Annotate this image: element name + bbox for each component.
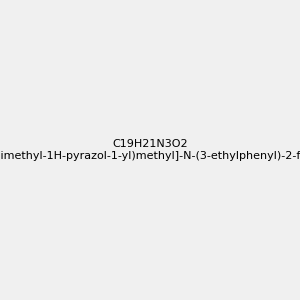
Text: C19H21N3O2
5-[(3,5-dimethyl-1H-pyrazol-1-yl)methyl]-N-(3-ethylphenyl)-2-furamide: C19H21N3O2 5-[(3,5-dimethyl-1H-pyrazol-1… xyxy=(0,139,300,161)
